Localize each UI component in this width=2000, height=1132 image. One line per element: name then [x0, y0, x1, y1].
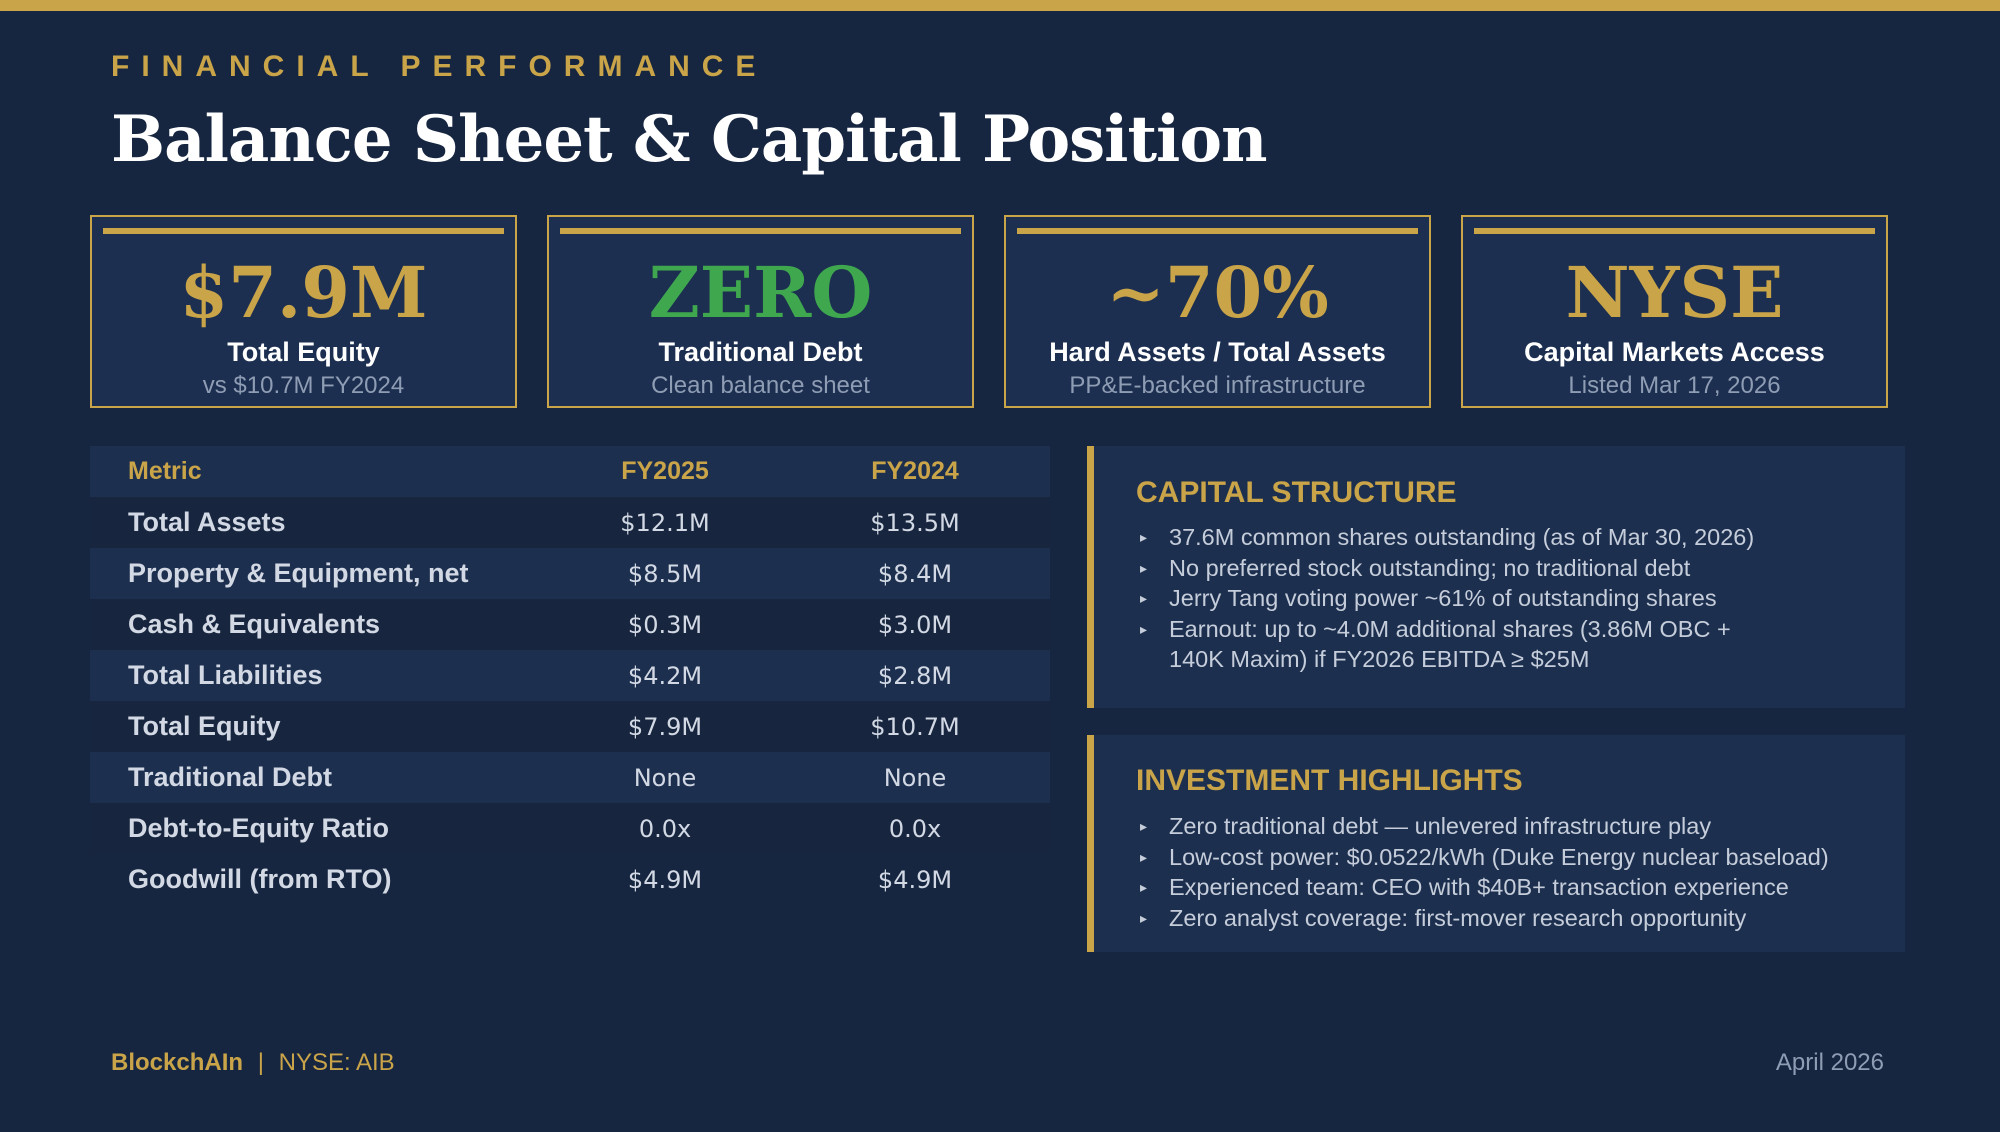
row-metric: Property & Equipment, net: [128, 558, 469, 588]
column-header-fy2025: FY2025: [621, 457, 709, 485]
row-metric: Cash & Equivalents: [128, 609, 381, 639]
bullet-icon: ▸: [1140, 559, 1148, 576]
top-accent-bar: [0, 0, 2000, 11]
capital-structure-panel: CAPITAL STRUCTURE ▸ 37.6M common shares o…: [1087, 446, 1905, 708]
page-title: Balance Sheet & Capital Position: [111, 102, 1268, 177]
stat-card-capital-markets: NYSE Capital Markets Access Listed Mar 1…: [1461, 215, 1888, 408]
list-item: ▸ No preferred stock outstanding; no trad…: [1136, 553, 1875, 584]
card-accent-rule: [103, 228, 504, 234]
column-header-fy2024: FY2024: [871, 457, 959, 485]
row-value-fy2024: $8.4M: [877, 559, 953, 588]
stat-label: Hard Assets / Total Assets: [1049, 337, 1386, 367]
table-row: Traditional Debt None None: [90, 752, 1050, 803]
table-header-row: Metric FY2025 FY2024: [90, 446, 1050, 497]
bullet-icon: ▸: [1140, 818, 1148, 834]
stat-label: Capital Markets Access: [1524, 337, 1825, 367]
stat-card-hard-assets: ~70% Hard Assets / Total Assets PP&E-bac…: [1004, 215, 1431, 408]
list-item-text: Experienced team: CEO with $40B+ transac…: [1169, 874, 1789, 900]
list-item-text: Low-cost power: $0.0522/kWh (Duke Energy…: [1169, 843, 1829, 870]
table-row: Total Assets $12.1M $13.5M: [90, 497, 1050, 548]
row-value-fy2025: $12.1M: [620, 508, 710, 537]
list-item-text: Earnout: up to ~4.0M additional shares (…: [1169, 615, 1731, 673]
list-item: ▸ 37.6M common shares outstanding (as of …: [1136, 522, 1875, 553]
list-item: ▸ Low-cost power: $0.0522/kWh (Duke Energ…: [1136, 842, 1875, 873]
investment-highlights-list: ▸ Zero traditional debt — unlevered infra…: [1136, 811, 1875, 933]
company-name: BlockchAIn: [111, 1049, 244, 1076]
capital-structure-title: CAPITAL STRUCTURE: [1136, 476, 1457, 509]
row-value-fy2025: $0.3M: [627, 610, 703, 639]
stat-card-traditional-debt: ZERO Traditional Debt Clean balance shee…: [547, 215, 974, 408]
bullet-icon: ▸: [1140, 848, 1148, 865]
table-row: Total Equity $7.9M $10.7M: [90, 701, 1050, 752]
list-item-text: No preferred stock outstanding; no tradi…: [1169, 554, 1691, 581]
stat-card-total-equity: $7.9M Total Equity vs $10.7M FY2024: [90, 215, 517, 408]
table-row: Goodwill (from RTO) $4.9M $4.9M: [90, 854, 1050, 905]
stat-value: NYSE: [1565, 251, 1784, 334]
table-row: Total Liabilities $4.2M $2.8M: [90, 650, 1050, 701]
row-value-fy2024: $10.7M: [870, 712, 960, 741]
footer-separator: |: [257, 1049, 264, 1076]
card-accent-rule: [1017, 228, 1418, 234]
row-value-fy2024: $13.5M: [870, 508, 960, 537]
row-value-fy2025: None: [633, 763, 697, 792]
card-accent-rule: [560, 228, 961, 234]
table-row: Property & Equipment, net $8.5M $8.4M: [90, 548, 1050, 599]
row-value-fy2024: None: [883, 763, 947, 792]
row-metric: Total Assets: [128, 507, 286, 537]
list-item-text: Jerry Tang voting power ~61% of outstand…: [1169, 585, 1717, 611]
row-metric: Total Liabilities: [128, 660, 323, 690]
stock-ticker: NYSE: AIB: [278, 1049, 395, 1076]
investment-highlights-title: INVESTMENT HIGHLIGHTS: [1136, 764, 1523, 797]
row-value-fy2025: $7.9M: [627, 712, 703, 741]
footer-date: April 2026: [1775, 1049, 1884, 1076]
row-value-fy2024: $2.8M: [877, 661, 953, 690]
bullet-icon: ▸: [1140, 529, 1148, 545]
row-value-fy2025: $4.9M: [627, 865, 703, 894]
row-metric: Debt-to-Equity Ratio: [128, 813, 389, 843]
stat-subtext: vs $10.7M FY2024: [202, 372, 405, 399]
stat-subtext: PP&E-backed infrastructure: [1069, 372, 1366, 399]
table-row: Cash & Equivalents $0.3M $3.0M: [90, 599, 1050, 650]
stat-label: Traditional Debt: [658, 337, 863, 367]
row-metric: Total Equity: [128, 711, 281, 741]
list-item: ▸ Zero traditional debt — unlevered infra…: [1136, 811, 1875, 842]
row-value-fy2024: $3.0M: [877, 610, 953, 639]
row-metric: Goodwill (from RTO): [128, 864, 392, 894]
row-value-fy2024: 0.0x: [888, 814, 942, 843]
list-item: ▸ Zero analyst coverage: first-mover rese…: [1136, 903, 1875, 934]
section-kicker: FINANCIAL PERFORMANCE: [111, 50, 768, 83]
capital-structure-list: ▸ 37.6M common shares outstanding (as of …: [1136, 522, 1875, 675]
stat-label: Total Equity: [227, 337, 380, 367]
stat-value: ~70%: [1106, 251, 1329, 334]
row-value-fy2025: 0.0x: [638, 814, 692, 843]
stat-subtext: Clean balance sheet: [651, 372, 870, 399]
footer-brand-line: BlockchAIn | NYSE: AIB: [111, 1049, 395, 1077]
list-item: ▸ Jerry Tang voting power ~61% of outstan…: [1136, 583, 1875, 614]
card-accent-rule: [1474, 228, 1875, 234]
list-item: ▸ Earnout: up to ~4.0M additional shares …: [1136, 614, 1875, 675]
table-row: Debt-to-Equity Ratio 0.0x 0.0x: [90, 803, 1050, 854]
row-metric: Traditional Debt: [128, 762, 333, 792]
list-item-text: Zero analyst coverage: first-mover resea…: [1169, 904, 1747, 931]
investment-highlights-panel: INVESTMENT HIGHLIGHTS ▸ Zero traditional …: [1087, 735, 1905, 952]
row-value-fy2025: $8.5M: [627, 559, 703, 588]
bullet-icon: ▸: [1140, 590, 1148, 606]
list-item-text: 37.6M common shares outstanding (as of M…: [1169, 524, 1755, 550]
row-value-fy2025: $4.2M: [627, 661, 703, 690]
bullet-icon: ▸: [1140, 909, 1148, 926]
bullet-icon: ▸: [1140, 879, 1148, 895]
list-item-text: Zero traditional debt — unlevered infras…: [1169, 813, 1712, 839]
balance-sheet-table: Metric FY2025 FY2024 Total Assets $12.1M…: [90, 446, 1050, 905]
column-header-metric: Metric: [128, 457, 202, 485]
row-value-fy2024: $4.9M: [877, 865, 953, 894]
list-item: ▸ Experienced team: CEO with $40B+ transa…: [1136, 872, 1875, 903]
bullet-icon: ▸: [1140, 620, 1148, 637]
stat-subtext: Listed Mar 17, 2026: [1568, 372, 1781, 399]
stat-value: $7.9M: [179, 251, 428, 334]
stat-value: ZERO: [648, 251, 873, 334]
